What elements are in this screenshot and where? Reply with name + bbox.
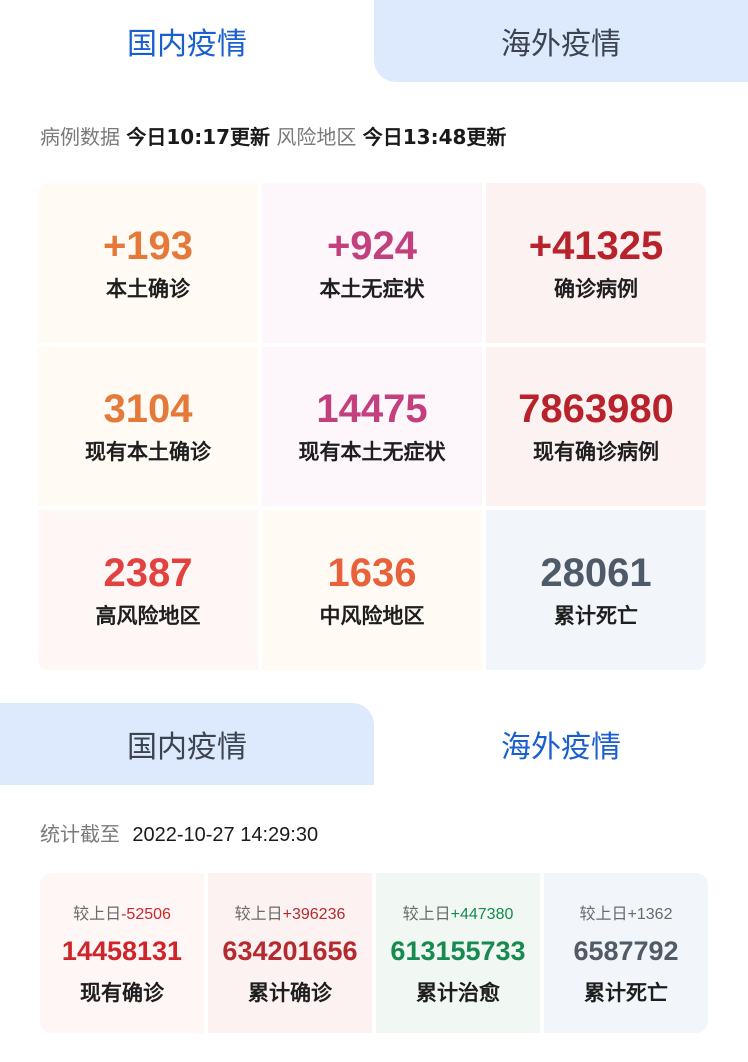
domestic-stats-grid: +193 本土确诊 +924 本土无症状 +41325 确诊病例 3104 现有本土确诊 144… [38, 183, 706, 670]
delta-label: 较上日 [73, 905, 122, 923]
delta-row: 较上日+1362 [580, 900, 673, 924]
risk-area-label: 风险地区 [276, 125, 357, 149]
top-tab-bar: 国内疫情 海外疫情 [0, 0, 748, 82]
stat-label: 累计死亡 [554, 604, 638, 629]
case-data-label: 病例数据 [40, 125, 120, 149]
stat-value: 3104 [103, 387, 193, 432]
stat-label: 累计治愈 [416, 980, 500, 1005]
stat-cell: 28061 累计死亡 [486, 510, 706, 670]
stat-label: 现有确诊病例 [533, 440, 659, 465]
stat-label: 现有本土确诊 [85, 440, 211, 465]
stat-value: 6587792 [573, 935, 679, 966]
stat-value: +924 [326, 223, 418, 268]
domestic-update-info: 病例数据 今日10:17更新 风险地区 今日13:48更新 [40, 121, 506, 150]
overseas-stat-card: 较上日+396236 634201656 累计确诊 [208, 873, 372, 1033]
stat-value: 14475 [316, 387, 428, 432]
delta-label: 较上日 [579, 905, 628, 923]
delta-value: +447380 [450, 905, 514, 923]
stat-cell: 3104 现有本土确诊 [38, 346, 258, 507]
stat-label: 本土无症状 [319, 276, 425, 301]
stat-label: 本土确诊 [106, 276, 190, 301]
stat-value: 28061 [540, 551, 652, 596]
stat-cell: 1636 中风险地区 [262, 510, 482, 670]
tab-overseas[interactable]: 海外疫情 [374, 703, 748, 785]
stat-cell: +924 本土无症状 [262, 183, 482, 343]
stat-cell: +41325 确诊病例 [486, 183, 706, 343]
delta-row: 较上日-52506 [73, 900, 171, 924]
stat-value: +41325 [528, 223, 664, 268]
stat-cell: 14475 现有本土无症状 [262, 346, 482, 507]
stat-cell: +193 本土确诊 [38, 183, 258, 343]
overseas-stat-card: 较上日-52506 14458131 现有确诊 [40, 873, 204, 1033]
stat-value: 2387 [103, 551, 193, 596]
delta-value: +396236 [282, 905, 346, 923]
tab-domestic[interactable]: 国内疫情 [0, 0, 374, 82]
stat-cell: 7863980 现有确诊病例 [486, 346, 706, 507]
stat-label: 累计确诊 [248, 980, 332, 1005]
overseas-update-info: 统计截至 2022-10-27 14:29:30 [40, 818, 318, 847]
delta-row: 较上日+447380 [403, 900, 514, 924]
stat-cell: 2387 高风险地区 [38, 510, 258, 670]
risk-update-time: 今日13:48更新 [362, 125, 507, 149]
delta-value: +1362 [627, 905, 673, 923]
stat-label: 中风险地区 [319, 604, 425, 629]
stat-label: 现有确诊 [80, 980, 164, 1005]
case-update-time: 今日10:17更新 [126, 125, 271, 149]
stat-as-of-label: 统计截至 [40, 822, 120, 846]
tab-domestic[interactable]: 国内疫情 [0, 703, 374, 785]
stat-value: 613155733 [390, 935, 526, 966]
stat-label: 高风险地区 [95, 604, 201, 629]
delta-label: 较上日 [402, 905, 451, 923]
stat-label: 确诊病例 [554, 276, 638, 301]
stat-label: 累计死亡 [584, 980, 668, 1005]
delta-row: 较上日+396236 [235, 900, 346, 924]
overseas-stats: 较上日-52506 14458131 现有确诊 较上日+396236 634201656… [40, 873, 708, 1033]
delta-value: -52506 [121, 905, 171, 923]
tab-overseas[interactable]: 海外疫情 [374, 0, 748, 82]
bottom-tab-bar: 国内疫情 海外疫情 [0, 703, 748, 785]
stat-value: 7863980 [518, 387, 674, 432]
stat-value: +193 [102, 223, 194, 268]
stat-label: 现有本土无症状 [298, 440, 446, 465]
stat-value: 14458131 [61, 935, 183, 966]
overseas-stat-card: 较上日+447380 613155733 累计治愈 [376, 873, 540, 1033]
overseas-stat-card: 较上日+1362 6587792 累计死亡 [544, 873, 708, 1033]
delta-label: 较上日 [234, 905, 283, 923]
stat-value: 634201656 [222, 935, 358, 966]
stat-value: 1636 [327, 551, 417, 596]
stat-time: 2022-10-27 14:29:30 [132, 824, 319, 846]
